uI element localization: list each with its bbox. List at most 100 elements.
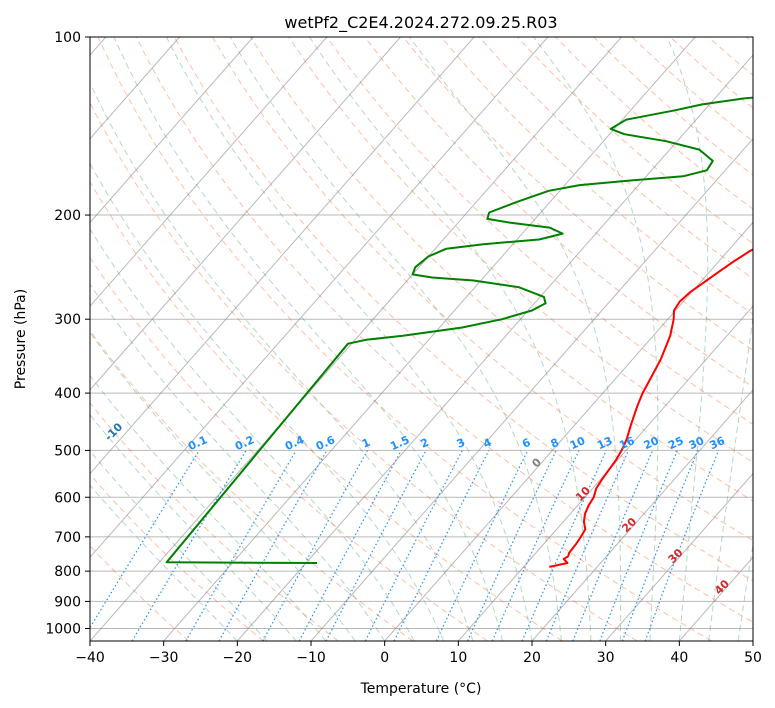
y-tick-label: 400 xyxy=(54,386,81,402)
y-tick-label: 1000 xyxy=(45,621,81,637)
moist-adiabat-line xyxy=(113,37,503,641)
x-tick-label: 30 xyxy=(597,650,615,666)
mixing-ratio-line xyxy=(185,450,297,641)
moist-adiabat-line xyxy=(90,81,474,641)
mixing-ratio-label: 6 xyxy=(520,436,533,451)
isotherm-gridline xyxy=(236,54,753,641)
moist-adiabat-line xyxy=(90,283,386,641)
dry-adiabat-label: -10 xyxy=(102,420,125,443)
moist-adiabat-line xyxy=(229,37,562,641)
x-tick-label: 20 xyxy=(523,650,541,666)
isotherm-gridline xyxy=(90,37,475,475)
y-axis-label: Pressure (hPa) xyxy=(13,289,29,389)
dry-adiabat-line xyxy=(707,37,753,76)
dry-adiabat-line xyxy=(593,37,753,176)
y-tick-label: 200 xyxy=(54,208,81,224)
isotherm-gridline xyxy=(605,472,753,641)
y-tick-label: 300 xyxy=(54,312,81,328)
dry-adiabat-line xyxy=(135,37,753,623)
mixing-ratio-label: 1 xyxy=(360,436,372,451)
dry-adiabat-line xyxy=(90,473,264,641)
x-tick-label: −40 xyxy=(75,650,105,666)
data-series xyxy=(165,96,753,568)
y-tick-label: 500 xyxy=(54,443,81,459)
moist-adiabat-line xyxy=(90,331,356,641)
mixing-ratio-line xyxy=(298,450,402,641)
isotherm-gridline xyxy=(90,37,622,641)
dry-adiabat-line xyxy=(288,37,753,463)
x-tick-label: 10 xyxy=(449,650,467,666)
mixing-ratio-line xyxy=(599,450,678,641)
moist-adiabat-line xyxy=(708,314,753,641)
dry-adiabat-line xyxy=(745,37,753,44)
dry-adiabat-line xyxy=(90,545,190,641)
moist-adiabat-line xyxy=(737,541,753,641)
mixing-ratio-label: 13 xyxy=(595,434,614,452)
mixing-ratio-line xyxy=(90,450,200,629)
y-tick-label: 700 xyxy=(54,530,81,546)
moist-adiabat-line xyxy=(90,162,445,641)
mixing-ratio-label: 4 xyxy=(481,436,494,451)
isotherms xyxy=(90,37,753,641)
y-tick-label: 900 xyxy=(54,594,81,610)
moist-adiabat-line xyxy=(533,37,659,641)
dry-adiabat-line xyxy=(90,256,488,641)
plot-frame xyxy=(89,36,754,642)
dry-adiabat-line xyxy=(250,37,753,502)
mixing-ratio-line xyxy=(491,450,580,641)
mixing-ratio-line xyxy=(545,450,629,641)
mixing-ratio-label: 2 xyxy=(419,436,431,451)
dry-adiabat-line xyxy=(326,37,753,425)
dry-adiabat-line xyxy=(90,402,339,641)
y-tick-label: 800 xyxy=(54,564,81,580)
dry-adiabats xyxy=(90,37,753,641)
mixing-ratio-line xyxy=(325,450,427,641)
mixing-ratio-lines xyxy=(90,450,720,641)
x-tick-label: 0 xyxy=(380,650,389,666)
isotherm-gridline xyxy=(90,37,180,140)
mixing-ratio-line xyxy=(435,450,529,641)
dry-adiabat-line xyxy=(211,37,753,542)
line-labels: 0.10.20.40.611.52346810131620253036-100-… xyxy=(102,420,732,597)
x-tick-label: −10 xyxy=(296,650,326,666)
mixing-ratio-label: 16 xyxy=(617,434,637,452)
mixing-ratio-label: 25 xyxy=(666,434,685,452)
mixing-ratio-line xyxy=(621,450,699,641)
dry-adiabat-line xyxy=(517,37,753,245)
isotherm-gridline xyxy=(531,389,753,641)
mixing-ratio-label: 3 xyxy=(455,436,467,451)
moist-adiabat-label: 30 xyxy=(666,546,686,566)
dewpoint-profile-line xyxy=(165,96,753,564)
x-tick-label: −20 xyxy=(223,650,253,666)
dry-adiabat-line xyxy=(555,37,753,210)
dry-adiabat-line xyxy=(90,180,563,641)
mixing-ratio-line xyxy=(364,450,463,641)
moist-adiabat-line xyxy=(165,37,533,641)
isotherm-gridline xyxy=(752,640,753,641)
moist-adiabat-line xyxy=(90,484,238,641)
moist-adiabat-line xyxy=(309,37,592,641)
moist-adiabat-line xyxy=(408,37,622,641)
dry-adiabat-line xyxy=(97,37,712,641)
x-axis-label: Temperature (°C) xyxy=(360,681,482,697)
isotherm-gridline xyxy=(310,137,753,641)
isotherm-gridline xyxy=(90,37,549,559)
dry-adiabat-line xyxy=(90,101,638,641)
mixing-ratio-line xyxy=(521,450,607,641)
mixing-ratio-line xyxy=(644,450,720,641)
mixing-ratio-line xyxy=(262,450,369,641)
dry-adiabat-line xyxy=(631,37,753,143)
dry-adiabat-line xyxy=(440,37,753,315)
isotherm-gridline xyxy=(90,37,254,224)
y-tick-label: 100 xyxy=(54,30,81,46)
mixing-ratio-line xyxy=(572,450,654,641)
mixing-ratio-line xyxy=(393,450,490,641)
mixing-ratio-label: 36 xyxy=(708,434,728,452)
x-axis: −40 −30 −20 −10 0 10 20 30 40 50 xyxy=(75,641,762,666)
dry-adiabat-line xyxy=(173,37,753,582)
moist-adiabat-line xyxy=(90,450,268,641)
plot-area: 0.10.20.40.611.52346810131620253036-100-… xyxy=(90,37,753,641)
moist-adiabat-line xyxy=(90,413,297,641)
moist-adiabat-line xyxy=(90,374,327,641)
isotherm-gridline xyxy=(163,37,696,641)
